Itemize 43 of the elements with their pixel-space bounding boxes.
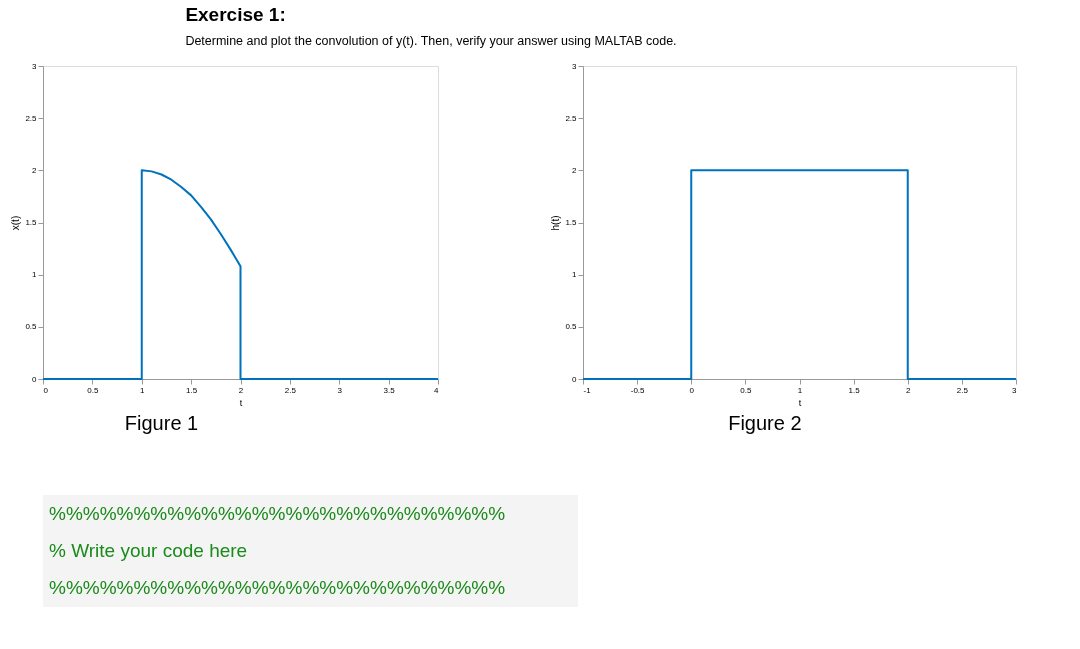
x-tick-label: 2 <box>906 385 912 395</box>
chart-subtitle: Determine and plot the convolution of y(t). Then, verify your answer using MALTAB code. <box>185 34 677 48</box>
y-tick-label: 1.5 <box>25 218 38 227</box>
y-tick-label: 0.5 <box>25 322 38 332</box>
x-tick-label: -1 <box>583 385 592 395</box>
x-axis-title: t <box>798 397 802 408</box>
y-tick-label: 2.5 <box>25 113 38 123</box>
x-axis-title: t <box>239 397 243 408</box>
y-axis-title: x(t) <box>10 215 22 231</box>
y-tick-label: 2 <box>32 165 38 175</box>
x-tick-label: 2.5 <box>284 385 297 395</box>
x-tick-label: 0 <box>689 385 695 395</box>
x-tick-label: 0.5 <box>740 385 752 395</box>
x-tick-label: 1.5 <box>848 385 861 395</box>
y-axis-title: h(t) <box>550 215 562 231</box>
y-tick-label: 0 <box>572 374 578 384</box>
x-tick-label: -0.5 <box>630 385 646 395</box>
chart-title: Exercise 1: <box>185 4 286 25</box>
x-tick-label: 1 <box>140 385 146 395</box>
x-tick-label: 2 <box>238 385 244 395</box>
x-tick-label: 1.5 <box>186 385 198 395</box>
y-tick-label: 2 <box>572 165 578 175</box>
y-tick-label: 1 <box>572 270 578 280</box>
text: % Write your code here <box>49 540 248 561</box>
x-tick-label: 2.5 <box>956 385 969 395</box>
caption: Figure 2 <box>728 412 802 434</box>
x-tick-label: 0.5 <box>87 385 99 395</box>
x-tick-label: 3 <box>337 385 343 395</box>
x-tick-label: 4 <box>434 385 440 395</box>
y-tick-label: 3 <box>32 61 38 71</box>
y-tick-label: 0 <box>32 374 38 384</box>
y-tick-label: 1 <box>32 270 38 280</box>
y-tick-label: 3 <box>572 61 578 71</box>
x-tick-label: 3 <box>1012 385 1018 395</box>
text: %%%%%%%%%%%%%%%%%%%%%%%%%%% <box>49 502 506 524</box>
y-tick-label: 2.5 <box>565 113 578 123</box>
x-tick-label: 3.5 <box>383 385 396 395</box>
y-tick-label: 0.5 <box>565 322 578 332</box>
x-tick-label: 1 <box>797 385 803 395</box>
text: %%%%%%%%%%%%%%%%%%%%%%%%%%% <box>49 577 506 599</box>
x-tick-label: 0 <box>43 385 49 395</box>
y-tick-label: 1.5 <box>565 218 578 227</box>
caption: Figure 1 <box>124 412 199 434</box>
